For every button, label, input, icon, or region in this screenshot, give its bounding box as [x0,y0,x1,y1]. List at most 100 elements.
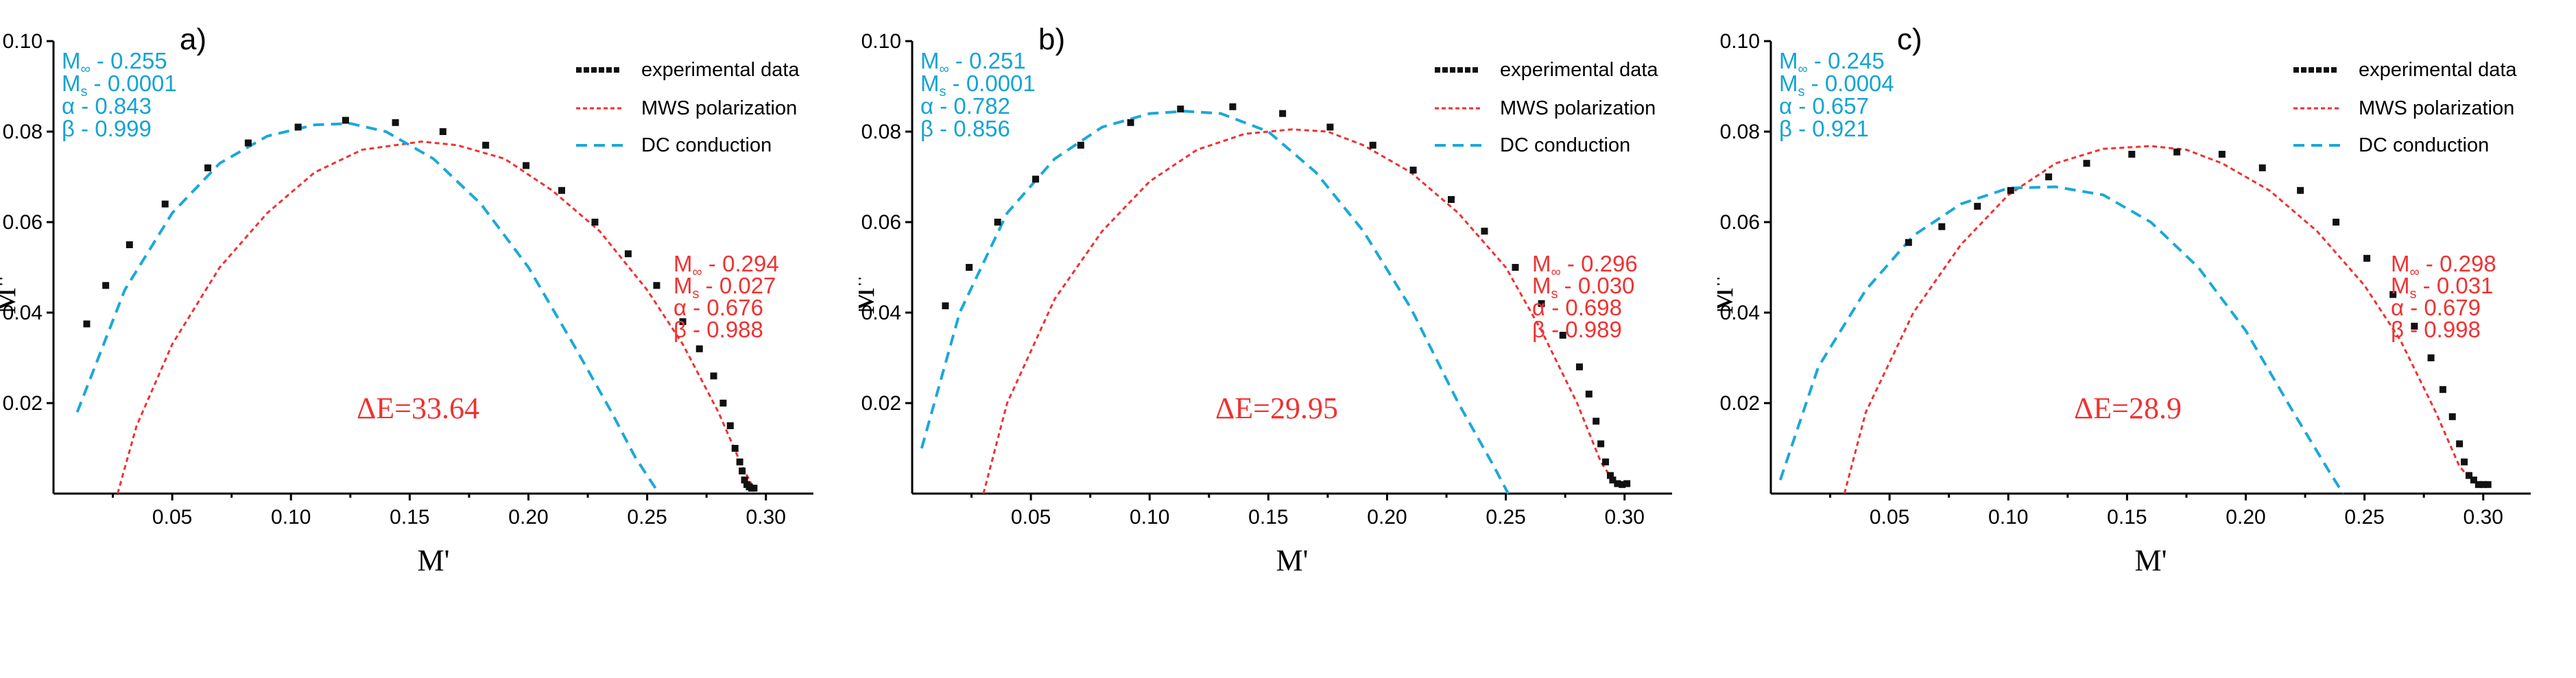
legend-label-dc: DC conduction [641,134,772,156]
legend-label-dc: DC conduction [1500,134,1630,156]
dc-param-alpha: α - 0.657 [1779,93,1869,119]
experimental-point [2439,386,2446,394]
experimental-point [2427,354,2435,361]
experimental-point [2411,322,2418,330]
legend-marker-experimental [1442,67,1448,73]
dc-param-alpha: α - 0.782 [920,93,1010,119]
dc-param-m-inf: M∞ - 0.255 [62,48,167,77]
x-tick-label: 0.15 [1248,506,1288,529]
x-tick-label: 0.10 [1988,506,2028,529]
legend-label-mws: MWS polarization [2359,97,2514,119]
experimental-point [1609,476,1617,484]
mws-param-beta: β - 0.988 [673,317,763,342]
experimental-point [1602,458,1610,465]
dc-param-beta: β - 0.921 [1779,116,1869,141]
experimental-point [1538,300,1545,307]
mws-param-m-s: Ms - 0.030 [1532,273,1634,302]
x-tick-label: 0.25 [1486,506,1525,529]
experimental-point [1575,363,1583,371]
dc-param-m-inf: M∞ - 0.245 [1779,48,1885,77]
legend-marker-experimental [2309,67,2314,73]
experimental-point [392,119,399,126]
experimental-point [2128,151,2136,158]
legend-marker-experimental [2316,67,2322,73]
x-tick-label: 0.20 [1367,506,1407,529]
x-tick-label: 0.15 [2107,506,2147,529]
x-tick-label: 0.10 [271,506,311,529]
mws-param-m-s: Ms - 0.027 [673,273,776,302]
experimental-point [2456,440,2464,448]
experimental-point [2470,476,2477,484]
experimental-point [294,123,302,131]
dc-param-m-s: Ms - 0.0004 [1779,71,1894,99]
experimental-point [1481,228,1488,235]
mws-param-m-s: Ms - 0.031 [2391,273,2493,302]
x-tick-label: 0.10 [1130,506,1169,529]
legend-label-experimental: experimental data [1500,59,1658,81]
y-tick-label: 0.06 [3,211,43,234]
experimental-point [2218,151,2226,158]
x-tick-label: 0.25 [627,506,667,529]
experimental-point [1938,223,1946,230]
x-tick-label: 0.25 [2344,506,2384,529]
y-axis-title: M" [859,275,881,314]
experimental-point [2045,173,2053,180]
mws-polarization-curve [117,140,757,494]
legend-marker-experimental [1450,67,1455,73]
experimental-point [1077,141,1084,149]
experimental-point [2465,472,2472,479]
experimental-point [244,139,252,147]
experimental-point [2474,481,2482,488]
experimental-point [439,128,446,135]
experimental-point [482,141,490,149]
y-tick-label: 0.04 [1720,302,1760,324]
y-tick-label: 0.02 [3,392,43,415]
experimental-point [204,164,212,171]
experimental-point [2007,186,2014,194]
mws-param-beta: β - 0.989 [1532,317,1622,342]
legend-marker-experimental [599,67,604,73]
x-tick-label: 0.05 [152,506,192,529]
legend-label-mws: MWS polarization [1500,97,1656,119]
experimental-point [1229,103,1237,110]
legend-marker-experimental [2301,67,2306,73]
y-tick-label: 0.08 [3,121,43,143]
dc-param-beta: β - 0.999 [62,116,152,141]
experimental-point [1127,119,1134,126]
experimental-point [2083,160,2090,167]
experimental-point [1614,480,1621,487]
chart-panel-c: 0.05 0.10 0.15 0.20 0.25 0.30 0.02 0.04 0.06 0.08… [1717,0,2576,678]
experimental-point [1369,141,1376,149]
x-axis-title: M' [1276,544,1308,577]
y-tick-label: 0.04 [3,302,43,324]
y-tick-label: 0.10 [861,30,901,53]
mws-polarization-curve [1843,145,2484,494]
experimental-point [719,400,727,407]
x-tick-label: 0.30 [1605,506,1645,529]
experimental-point [1619,481,1626,488]
experimental-point [2297,186,2304,194]
mws-param-alpha: α - 0.698 [1532,295,1622,320]
experimental-point [750,485,758,492]
experimental-point [1447,196,1455,203]
x-axis-title: M' [2134,544,2167,577]
experimental-point [1606,472,1614,479]
experimental-point [994,219,1001,226]
experimental-point [1512,264,1519,271]
dc-conduction-curve [1778,185,2345,495]
experimental-point [966,264,973,271]
dc-conduction-curve [75,122,660,495]
dc-param-m-s: Ms - 0.0001 [920,71,1036,99]
legend-marker-experimental [576,67,582,73]
mws-param-m-inf: M∞ - 0.298 [2391,251,2496,280]
mws-param-alpha: α - 0.676 [673,295,763,320]
legend-marker-experimental [2331,67,2337,73]
legend-marker-experimental [614,67,619,73]
x-tick-label: 0.20 [508,506,548,529]
experimental-point [1974,202,1981,210]
experimental-point [1177,106,1184,112]
chart-panel-a: 0.05 0.10 0.15 0.20 0.25 0.30 0.02 0.04 0.06 0.08… [0,0,859,678]
x-tick-label: 0.20 [2226,506,2265,529]
experimental-point [624,250,632,258]
experimental-point [2461,458,2468,465]
